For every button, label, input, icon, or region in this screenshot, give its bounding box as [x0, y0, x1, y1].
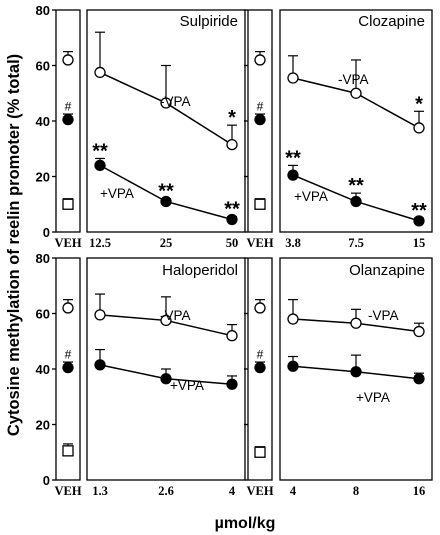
series-label: +VPA	[294, 189, 328, 204]
y-tick-label: 60	[36, 59, 50, 74]
x-tick-label-dose: 4	[290, 484, 297, 498]
significance-mark: **	[158, 181, 174, 203]
series-label: -VPA	[160, 308, 191, 323]
series-label: +VPA	[170, 378, 204, 393]
veh-open-square-point	[254, 446, 266, 458]
x-tick-label-dose: 1.3	[92, 484, 108, 498]
data-point	[350, 87, 362, 99]
data-point	[94, 159, 106, 172]
significance-mark: **	[92, 140, 108, 162]
data-point	[413, 325, 425, 338]
data-point	[226, 138, 238, 151]
series-label: -VPA	[338, 72, 369, 87]
veh-open-circle-point	[62, 54, 74, 66]
data-point	[226, 330, 238, 342]
y-tick-label: 40	[36, 362, 50, 377]
data-point	[413, 122, 425, 134]
panel-title: Haloperidol	[162, 262, 238, 279]
hash-marker: #	[65, 100, 72, 114]
veh-open-circle-point	[254, 54, 266, 66]
y-tick-label: 40	[36, 114, 50, 129]
veh-filled-circle-point	[254, 113, 266, 126]
data-point	[160, 97, 172, 109]
data-point	[350, 195, 362, 208]
significance-mark: **	[285, 147, 301, 169]
data-point	[226, 213, 238, 226]
x-tick-label-dose: 25	[160, 236, 173, 250]
data-point	[287, 72, 299, 84]
x-axis-label: µmol/kg	[215, 515, 276, 532]
y-tick-label: 80	[36, 3, 50, 18]
panel-title: Sulpiride	[180, 13, 238, 30]
x-tick-label-veh: VEH	[246, 484, 273, 498]
x-tick-label-dose: 4	[229, 484, 236, 498]
data-point	[413, 373, 425, 385]
significance-mark: *	[228, 107, 236, 129]
significance-mark: **	[411, 200, 427, 222]
dose-frame	[279, 9, 433, 233]
y-tick-label: 20	[36, 418, 50, 433]
hash-marker: #	[257, 348, 264, 362]
y-tick-label: 0	[43, 473, 50, 488]
y-tick-label: 60	[36, 307, 50, 322]
dose-frame	[279, 257, 433, 481]
data-point	[287, 169, 299, 181]
x-tick-label-veh: VEH	[54, 484, 81, 498]
panel-olanzapine: VEH 4 8 16 Olanzapine # -VPA +VPA	[244, 257, 433, 498]
veh-open-square-point	[62, 445, 74, 457]
y-tick-label: 0	[43, 225, 50, 240]
data-point	[350, 317, 362, 329]
data-point	[160, 373, 172, 385]
veh-filled-circle-point	[62, 361, 74, 374]
x-tick-label-veh: VEH	[246, 236, 273, 250]
series-label: +VPA	[100, 186, 134, 201]
y-tick-label: 80	[36, 251, 50, 266]
data-point	[160, 314, 172, 327]
significance-mark: **	[348, 175, 364, 197]
panel-title: Clozapine	[358, 13, 425, 30]
x-tick-label-veh: VEH	[54, 236, 81, 250]
series-label: -VPA	[160, 94, 191, 109]
data-point	[94, 359, 106, 371]
data-point	[287, 360, 299, 372]
x-tick-label-dose: 8	[353, 484, 359, 498]
data-point	[160, 195, 172, 208]
series-label: -VPA	[368, 308, 399, 323]
panel-haloperidol: 0 20 40 60 80 VEH 1.3 2.6 4 Haloperidol # -VPA +VPA	[36, 251, 246, 498]
x-tick-label-dose: 50	[226, 236, 239, 250]
data-point	[287, 313, 299, 325]
significance-mark: *	[415, 93, 423, 115]
panel-title: Olanzapine	[349, 262, 425, 279]
hash-marker: #	[257, 100, 264, 114]
veh-open-circle-point	[62, 302, 74, 314]
significance-mark: **	[224, 199, 240, 221]
data-point	[350, 366, 362, 378]
veh-filled-circle-point	[62, 113, 74, 126]
x-tick-label-dose: 15	[413, 236, 426, 250]
veh-open-square-point	[62, 198, 74, 210]
veh-open-square-point	[254, 198, 266, 210]
series-label: +VPA	[356, 390, 390, 405]
x-tick-label-dose: 3.8	[285, 236, 301, 250]
data-point	[94, 66, 106, 79]
x-tick-label-dose: 12.5	[89, 236, 111, 250]
data-point	[94, 309, 106, 321]
hash-marker: #	[65, 348, 72, 362]
veh-open-circle-point	[254, 302, 266, 314]
x-tick-label-dose: 2.6	[158, 484, 174, 498]
veh-filled-circle-point	[254, 361, 266, 374]
y-axis-label: Cytosine methylation of reelin promoter …	[5, 54, 23, 436]
data-point	[226, 378, 238, 390]
x-tick-label-dose: 16	[413, 484, 426, 498]
data-point	[413, 215, 425, 227]
x-tick-label-dose: 7.5	[348, 236, 364, 250]
y-tick-label: 20	[36, 170, 50, 185]
